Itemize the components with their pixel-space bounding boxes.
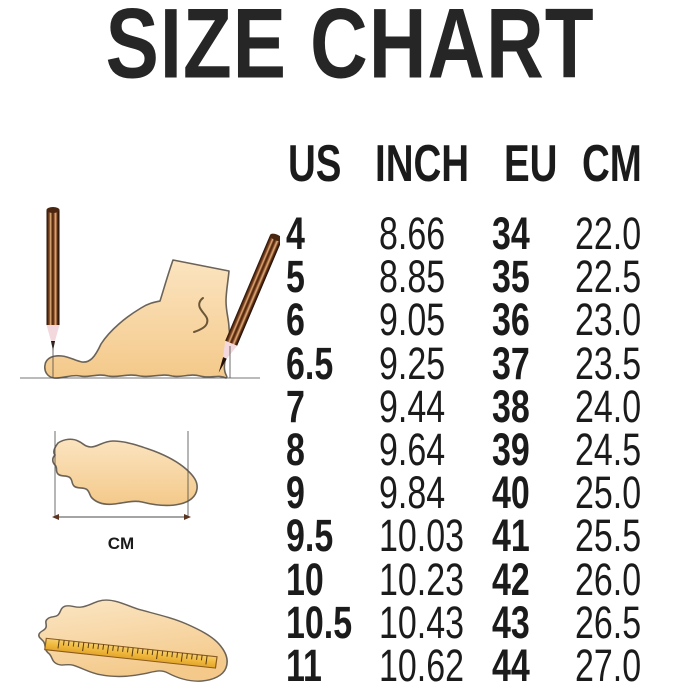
svg-text:CM: CM: [108, 534, 134, 553]
